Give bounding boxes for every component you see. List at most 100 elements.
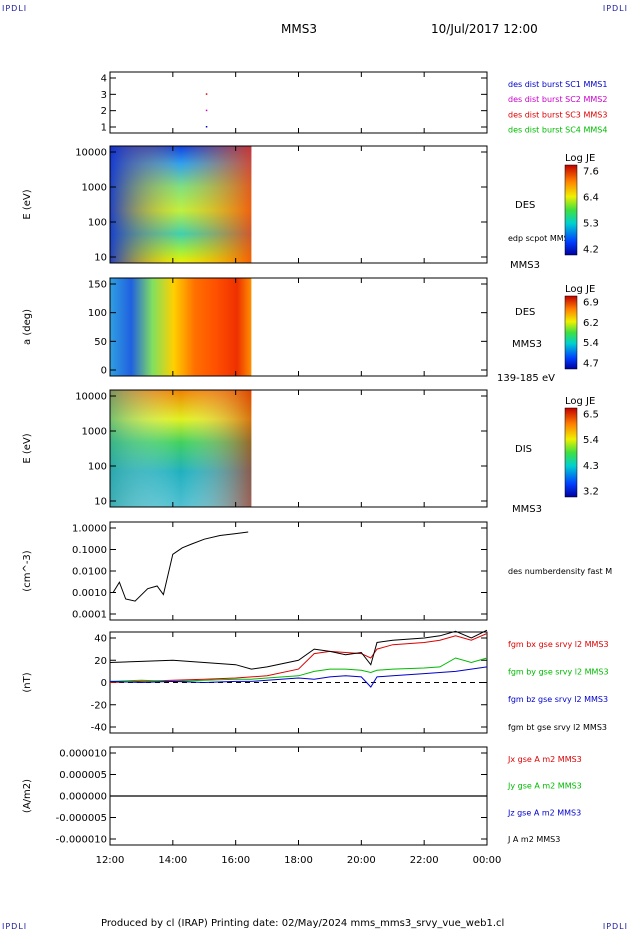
footer-text: Produced by cl (IRAP) Printing date: 02/… — [101, 918, 505, 929]
y-tick-label: 1.0000 — [72, 524, 107, 535]
y-tick-label: -20 — [91, 700, 107, 711]
corner-label-top-left: IPDLI — [2, 4, 28, 13]
legend-entry: Jz gse A m2 MMS3 — [507, 808, 581, 817]
y-tick-label: 50 — [94, 337, 107, 348]
colorbar-tick-label: 4.7 — [583, 359, 599, 370]
burst-marker — [205, 93, 208, 95]
colorbar-title: Log JE — [565, 284, 595, 295]
y-tick-label: 0.000000 — [59, 792, 107, 803]
x-tick-label: 20:00 — [347, 855, 376, 866]
burst-marker — [205, 109, 208, 112]
legend-entry: des dist burst SC4 MMS4 — [508, 126, 607, 135]
legend-entry: des dist burst SC2 MMS2 — [508, 95, 607, 104]
colorbar-tick-label: 5.4 — [583, 435, 599, 446]
bfield-line — [109, 629, 488, 670]
y-tick-label: 0.0010 — [72, 588, 107, 599]
y-tick-label: 100 — [88, 218, 107, 229]
colorbar-tick-label: 5.3 — [583, 219, 599, 230]
legend-entry: J A m2 MMS3 — [507, 835, 560, 844]
colorbar-tick-label: 4.3 — [583, 461, 599, 472]
colorbar-tick-label: 4.2 — [583, 245, 599, 256]
y-tick-label: 1 — [101, 123, 107, 134]
legend-entry: des numberdensity fast M — [508, 567, 612, 576]
y-tick-label: 20 — [94, 656, 107, 667]
y-tick-label: 40 — [94, 634, 107, 645]
panel-frame-density — [109, 521, 488, 621]
corner-label-bottom-right: IPDLI — [602, 922, 628, 931]
y-tick-label: 0.0100 — [72, 567, 107, 578]
colorbar-tick-label: 6.5 — [583, 410, 599, 421]
colorbar-tick-label: 7.6 — [583, 167, 599, 178]
panel-side-label: edp scpot MMS3 — [508, 234, 574, 243]
legend-entry: fgm bz gse srvy l2 MMS3 — [508, 695, 608, 704]
y-tick-label: 10 — [94, 497, 107, 508]
colorbar-des_energy — [564, 164, 578, 256]
y-tick-label: 0.0001 — [72, 610, 107, 621]
bfield-line — [109, 633, 488, 683]
y-tick-label: 2 — [101, 106, 107, 117]
y-tick-label: 3 — [101, 90, 107, 101]
y-tick-label: 10000 — [75, 392, 107, 403]
x-tick-label: 22:00 — [410, 855, 439, 866]
x-tick-label: 12:00 — [96, 855, 125, 866]
colorbar-title: Log JE — [565, 396, 595, 407]
x-tick-label: 18:00 — [284, 855, 313, 866]
y-tick-label: 150 — [88, 280, 107, 291]
colorbar-tick-label: 5.4 — [583, 338, 599, 349]
colorbar-tick-label: 6.4 — [583, 193, 599, 204]
y-axis-label: (cm^-3) — [22, 550, 33, 591]
corner-label-bottom-left: IPDLI — [2, 922, 28, 931]
y-axis-label: a (deg) — [22, 309, 33, 345]
datetime-title: 10/Jul/2017 12:00 — [431, 22, 538, 36]
y-tick-label: 100 — [88, 308, 107, 319]
panel-side-label: DES — [515, 307, 535, 318]
x-tick-label: 14:00 — [158, 855, 187, 866]
spectrogram-des_pitch — [110, 278, 252, 376]
colorbar-tick-label: 3.2 — [583, 487, 599, 498]
y-tick-label: 1000 — [82, 183, 107, 194]
y-axis-label: E (eV) — [22, 433, 33, 463]
density-line — [112, 531, 249, 602]
spacecraft-title: MMS3 — [281, 22, 317, 36]
y-axis-label: (nT) — [22, 672, 33, 692]
legend-entry: fgm bt gse srvy l2 MMS3 — [508, 723, 607, 732]
y-tick-label: 4 — [101, 74, 107, 85]
colorbar-dis_energy — [564, 407, 578, 498]
colorbar-title: Log JE — [565, 153, 595, 164]
y-tick-label: 10000 — [75, 148, 107, 159]
y-tick-label: 1000 — [82, 427, 107, 438]
y-tick-label: -0.000005 — [56, 813, 107, 824]
panel-side-label: DES — [515, 200, 535, 211]
burst-marker — [205, 126, 208, 128]
corner-label-top-right: IPDLI — [602, 4, 628, 13]
colorbar-tick-label: 6.9 — [583, 298, 599, 309]
y-tick-label: 0 — [101, 366, 107, 377]
y-tick-label: 100 — [88, 462, 107, 473]
legend-entry: fgm by gse srvy l2 MMS3 — [508, 668, 609, 677]
y-tick-label: 0 — [101, 678, 107, 689]
legend-entry: Jy gse A m2 MMS3 — [507, 782, 582, 791]
x-tick-label: 16:00 — [221, 855, 250, 866]
panel-side-label: DIS — [515, 444, 532, 455]
spectrogram-overlay-des_energy — [110, 146, 252, 263]
y-axis-label: (A/m2) — [22, 779, 33, 813]
legend-entry: Jx gse A m2 MMS3 — [507, 755, 582, 764]
y-tick-label: 0.1000 — [72, 545, 107, 556]
bfield-line — [109, 666, 488, 688]
panel-side-label: 139-185 eV — [497, 373, 555, 384]
y-tick-label: -40 — [91, 723, 107, 734]
spectrogram-overlay-dis_energy — [110, 390, 252, 507]
colorbar-tick-label: 6.2 — [583, 318, 599, 329]
y-tick-label: 0.000005 — [59, 770, 107, 781]
panel-side-label: MMS3 — [510, 260, 540, 271]
legend-entry: des dist burst SC1 MMS1 — [508, 80, 607, 89]
panel-side-label: MMS3 — [512, 504, 542, 515]
y-tick-label: 0.000010 — [59, 749, 107, 760]
x-tick-label: 00:00 — [473, 855, 502, 866]
panel-frame-burst — [109, 71, 488, 134]
legend-entry: des dist burst SC3 MMS3 — [508, 110, 607, 119]
y-axis-label: E (eV) — [22, 189, 33, 219]
y-tick-label: -0.000010 — [56, 835, 107, 846]
legend-entry: fgm bx gse srvy l2 MMS3 — [508, 640, 609, 649]
